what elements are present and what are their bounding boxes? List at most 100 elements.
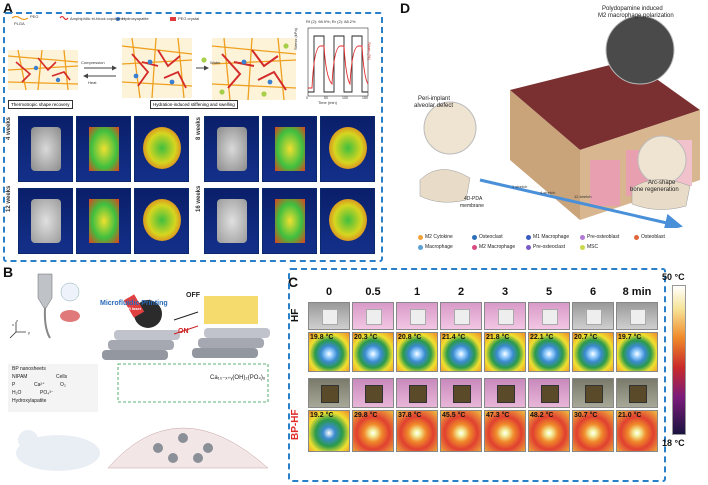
d-stage-1: 1 stretch	[512, 184, 528, 189]
ct-tile-12w-section	[134, 188, 189, 254]
axis-y: y	[28, 330, 30, 335]
panel-b-letter: B	[3, 264, 14, 280]
legend-item: MSC	[580, 244, 598, 250]
legend-swatch	[634, 234, 639, 240]
bphf-photo	[308, 378, 350, 408]
legend-item: Osteoclast	[472, 234, 503, 240]
time-label: 0.5	[365, 286, 381, 298]
hf-photo	[396, 302, 438, 330]
bphf-scaffold-sample	[497, 385, 515, 403]
legend-peg-crystal: PEG crystal	[178, 16, 200, 21]
chart-ylabel-right: Strain (%)	[367, 42, 372, 60]
chart-xtick-2: 100	[342, 96, 348, 100]
week-label-12: 12 weeks	[6, 185, 12, 212]
legend-item: M2 Macrophage	[472, 244, 515, 250]
hf-thermal	[440, 332, 482, 372]
ct-tile-4w-gray	[18, 116, 73, 182]
d-right-caption-2: bone regeneration	[630, 187, 679, 193]
on-label: ON	[178, 328, 189, 335]
stress-strain-chart	[307, 27, 369, 97]
legend-item: M2 Cytokine	[418, 234, 453, 240]
legend-item: M1 Macrophage	[526, 234, 569, 240]
hf-scaffold-sample	[542, 309, 558, 325]
panel-c-letter: C	[288, 274, 299, 290]
hf-temp: 19.7 °C	[618, 334, 642, 341]
panel-d-letter: D	[400, 0, 411, 16]
bphf-temp: 37.8 °C	[398, 412, 422, 419]
hf-temp: 20.3 °C	[354, 334, 378, 341]
legend-po4: PO₄³⁻	[40, 390, 54, 396]
microfluidic-label: Microfluidic Printing	[100, 300, 168, 307]
hf-scaffold-sample	[322, 309, 338, 325]
bphf-scaffold-sample	[585, 385, 603, 403]
bphf-scaffold-sample	[409, 385, 427, 403]
legend-label: MSC	[587, 244, 599, 250]
ct-reconstruction-grid: 4 weeks 8 weeks 12 weeks 16 we	[6, 116, 378, 258]
bphf-photo	[352, 378, 394, 408]
legend-swatch	[526, 234, 531, 240]
legend-nipam: NIPAM	[12, 374, 28, 380]
bphf-photo	[616, 378, 658, 408]
bphf-temp: 19.2 °C	[310, 412, 334, 419]
d-membrane-1: 4D-PDA	[464, 196, 483, 202]
ct-tile-4w-section	[134, 116, 189, 182]
bphf-temp: 30.7 °C	[574, 412, 598, 419]
bphf-temp: 21.0 °C	[618, 412, 642, 419]
off-label: OFF	[186, 292, 200, 299]
ct-tile-12w-heat	[76, 188, 131, 254]
legend-swatch	[580, 234, 585, 240]
legend-label: M2 Cytokine	[425, 234, 453, 240]
d-membrane-2: membrane	[460, 203, 484, 209]
bphf-photo	[440, 378, 482, 408]
d-left-caption-2: alveolar defect	[414, 103, 454, 109]
d-top-caption-1: Polydopamine induced	[602, 6, 663, 12]
legend-ca: Ca²⁺	[34, 382, 45, 388]
bphf-thermal	[484, 410, 526, 452]
hf-temp: 20.8 °C	[398, 334, 422, 341]
scale-min: 18 °C	[662, 438, 685, 448]
hf-thermal	[352, 332, 394, 372]
legend-cells: Cells	[56, 374, 68, 380]
scale-max: 50 °C	[662, 272, 685, 282]
legend-swatch	[418, 234, 423, 240]
row-label-hf: HF	[290, 308, 301, 322]
legend-hydroxyapatite: Hydroxyapatite	[122, 16, 149, 21]
hf-thermal	[308, 332, 350, 372]
bphf-photo	[484, 378, 526, 408]
legend-bp: BP nanosheets	[12, 366, 46, 372]
legend-swatch	[472, 234, 477, 240]
legend-hydroxylapatite: Hydroxylapatite	[12, 398, 47, 404]
panel-a-schematic	[8, 37, 297, 101]
legend-swatch	[472, 244, 477, 250]
legend-swatch	[418, 244, 423, 250]
hf-thermal	[484, 332, 526, 372]
bphf-thermal	[616, 410, 658, 452]
legend-item: Macrophage	[418, 244, 453, 250]
bphf-thermal	[352, 410, 394, 452]
panel-b-illustration	[8, 273, 270, 471]
d-stage-3: 12 stretch	[574, 194, 592, 199]
bphf-scaffold-sample	[365, 385, 383, 403]
legend-o2: O₂	[60, 382, 66, 388]
caption-hydration: Hydration-induced stiffening and swellin…	[150, 100, 238, 109]
hf-photo	[440, 302, 482, 330]
panel-a-frame	[3, 12, 383, 262]
hf-scaffold-sample	[498, 309, 514, 325]
legend-label: Macrophage	[425, 244, 453, 250]
legend-label: Pre-osteoclast	[533, 244, 565, 250]
time-label: 2	[457, 286, 465, 298]
legend-label: Pre-osteoblast	[587, 234, 620, 240]
ct-tile-8w-gray	[204, 116, 259, 182]
hf-scaffold-sample	[630, 309, 646, 325]
axis-x: x	[12, 322, 14, 327]
hf-thermal	[396, 332, 438, 372]
legend-item: Pre-osteoblast	[580, 234, 619, 240]
chart-xtick-0: 0	[306, 96, 308, 100]
bphf-thermal	[572, 410, 614, 452]
hf-photo	[352, 302, 394, 330]
hf-scaffold-sample	[366, 309, 382, 325]
bphf-photo	[396, 378, 438, 408]
legend-peg: PEG	[30, 14, 39, 19]
nir-label: NIR laser	[124, 306, 142, 311]
